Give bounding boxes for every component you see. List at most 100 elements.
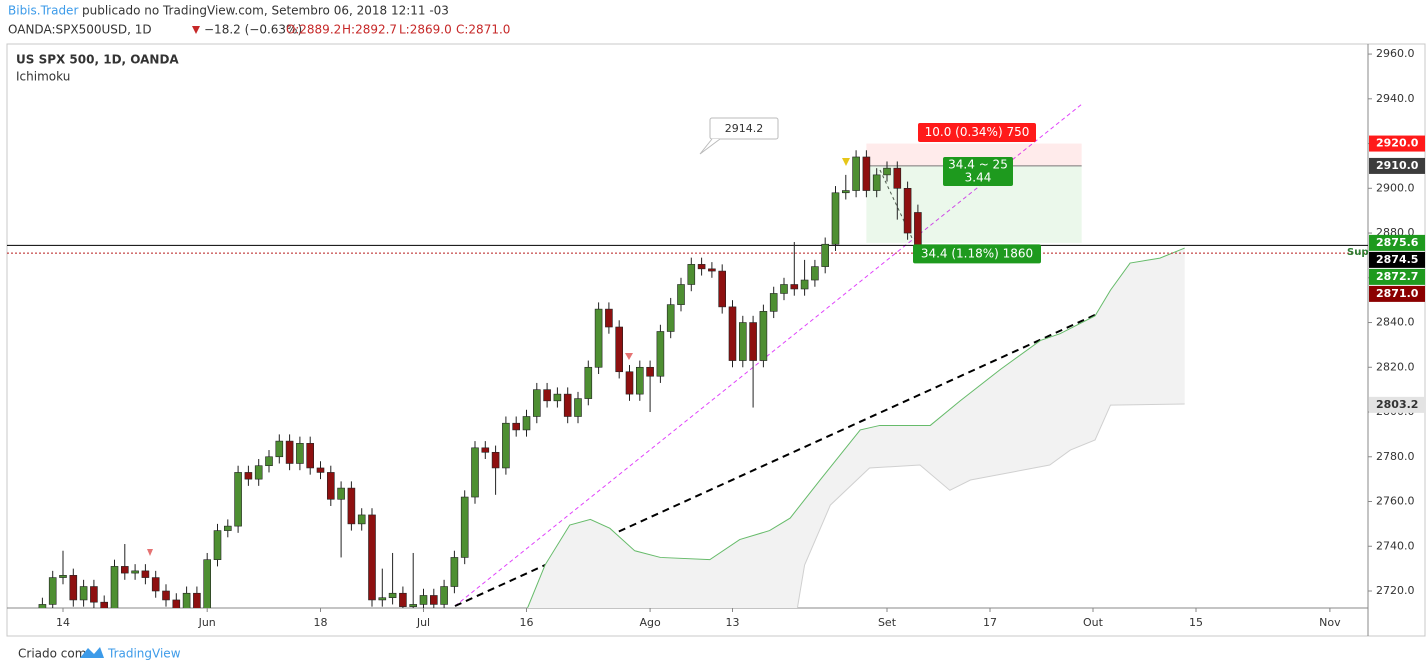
candle-body xyxy=(141,570,150,578)
candle-body xyxy=(574,398,582,417)
candle-body xyxy=(213,530,222,560)
candle-body xyxy=(296,443,304,464)
price-tag: 2874.5 xyxy=(1369,251,1425,268)
candle-body xyxy=(749,322,757,361)
candle-body xyxy=(285,440,294,464)
candle-body xyxy=(193,592,201,608)
x-tick-label: Nov xyxy=(1319,616,1341,629)
candle-body xyxy=(883,167,891,176)
price-tag-label: 2920.0 xyxy=(1376,137,1419,150)
frame xyxy=(6,43,1426,637)
candle-body xyxy=(440,586,448,605)
candle-body xyxy=(512,422,520,431)
price-tag: 2803.2 xyxy=(1369,396,1425,413)
chart-title: US SPX 500, 1D, OANDA xyxy=(16,53,179,67)
candle-body xyxy=(38,604,47,608)
plot xyxy=(7,103,1368,608)
candle-body xyxy=(100,601,109,608)
candle-body xyxy=(409,604,417,607)
published: publicado no TradingView.com, Setembro 0… xyxy=(82,4,449,18)
price-tag-label: 2871.0 xyxy=(1376,287,1419,300)
price-tag: 2920.0 xyxy=(1369,135,1425,152)
candle-body xyxy=(821,243,829,267)
candle-body xyxy=(172,599,181,608)
candle-body xyxy=(635,366,644,395)
down-arrow xyxy=(192,26,200,34)
candle-body xyxy=(275,440,284,458)
candle-body xyxy=(615,326,623,373)
candle-body xyxy=(460,496,469,558)
author[interactable]: Bibis.Trader xyxy=(8,4,78,18)
footer-brand[interactable]: TradingView xyxy=(107,647,181,661)
ichimoku-line xyxy=(796,403,1185,608)
x-tick-label: Ago xyxy=(639,616,661,629)
candle-body xyxy=(687,264,696,285)
candle-body xyxy=(646,366,654,377)
y-tick-label: 2960.0 xyxy=(1376,47,1415,60)
candle-body xyxy=(769,293,778,312)
candle-body xyxy=(800,279,809,290)
candle-body xyxy=(532,389,541,417)
x-tick-label: 15 xyxy=(1189,616,1203,629)
x-tick-label: 17 xyxy=(983,616,997,629)
x-tick-label: 18 xyxy=(313,616,327,629)
position-label: 10.0 (0.34%) 750 xyxy=(925,125,1030,139)
candle-body xyxy=(903,187,912,234)
candle-body xyxy=(584,366,593,399)
price-tag-box xyxy=(1369,157,1425,174)
candle-body xyxy=(491,451,500,469)
signal-marker xyxy=(625,353,633,360)
price-tag-label: 2875.6 xyxy=(1376,236,1419,249)
candle-body xyxy=(316,467,325,473)
y-tick-label: 2780.0 xyxy=(1376,450,1415,463)
candle-body xyxy=(862,156,871,191)
signal-marker xyxy=(842,158,850,166)
stop-zone xyxy=(866,143,1082,166)
logo xyxy=(80,647,104,658)
position-label-box xyxy=(918,123,1036,143)
candle-body xyxy=(203,559,211,608)
price-tag-box xyxy=(1369,234,1425,251)
trend-line xyxy=(454,103,1083,607)
x-tick-label: Out xyxy=(1083,616,1104,629)
footer-text: Criado com xyxy=(18,647,86,661)
price-tag-box xyxy=(1369,251,1425,268)
candle-body xyxy=(223,525,232,531)
candle-body xyxy=(59,575,67,578)
callout: 2914.2 xyxy=(725,122,764,135)
y-tick-label: 2940.0 xyxy=(1376,92,1415,105)
y-tick-label: 2740.0 xyxy=(1376,539,1415,552)
ohlc-high: H:2892.7 xyxy=(342,23,397,37)
candle-body xyxy=(337,487,345,500)
x-tick-label: 14 xyxy=(56,616,70,629)
candle-body xyxy=(522,416,531,431)
candle-body xyxy=(121,566,129,574)
candle-body xyxy=(708,268,716,272)
candle-body xyxy=(306,443,314,469)
candle-body xyxy=(48,577,57,605)
price-tag: 2875.6 xyxy=(1369,234,1425,251)
candle-body xyxy=(759,311,768,361)
candle-body xyxy=(811,266,819,281)
candle-body xyxy=(368,514,376,601)
x-tick-label: Jul xyxy=(416,616,430,629)
price-tag-label: 2872.7 xyxy=(1376,270,1418,283)
price-tag-box xyxy=(1369,285,1425,302)
candle-body xyxy=(872,174,881,191)
y-tick-label: 2820.0 xyxy=(1376,360,1415,373)
price-tag-box xyxy=(1369,396,1425,413)
price-tag-label: 2910.0 xyxy=(1376,159,1419,172)
position-label-box xyxy=(943,157,1013,186)
y-tick-label: 2760.0 xyxy=(1376,495,1415,508)
candle-body xyxy=(625,371,634,395)
candle-body xyxy=(831,192,840,245)
candle-body xyxy=(656,331,665,377)
price-tag: 2910.0 xyxy=(1369,157,1425,174)
price-tag: 2872.7 xyxy=(1369,268,1425,285)
candle-body xyxy=(347,487,356,525)
candle-body xyxy=(357,514,366,525)
candle-body xyxy=(162,590,170,601)
candle-body xyxy=(471,447,479,498)
candle-body xyxy=(90,586,98,603)
